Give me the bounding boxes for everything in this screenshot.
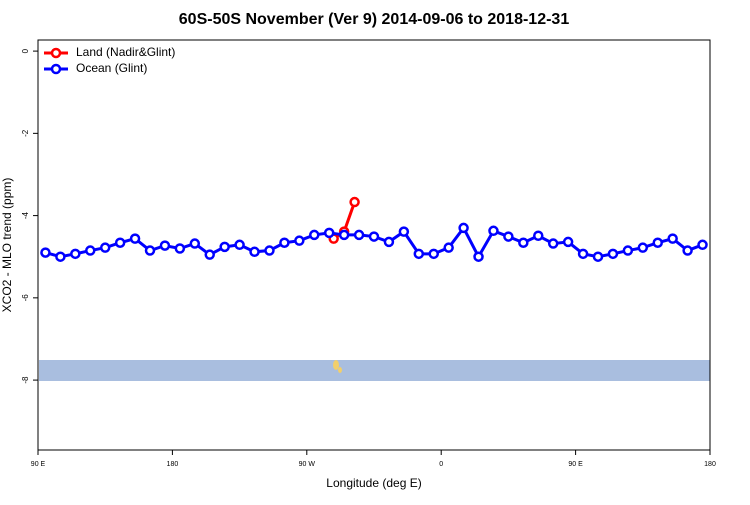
data-point <box>249 246 260 258</box>
y-tick-label: -2 <box>21 129 30 137</box>
data-point <box>607 248 619 260</box>
data-point <box>264 245 275 256</box>
data-point <box>443 242 454 253</box>
data-point <box>547 238 559 249</box>
x-tick-label: 0 <box>439 461 443 468</box>
data-point <box>144 245 156 256</box>
data-point <box>129 233 141 244</box>
data-point <box>338 229 350 241</box>
data-point <box>204 249 215 260</box>
data-point <box>652 237 663 248</box>
data-point <box>428 248 439 260</box>
data-point <box>368 231 380 242</box>
y-tick-label: 0 <box>21 48 30 53</box>
x-tick-label: 90 W <box>299 461 316 468</box>
data-point <box>294 235 305 246</box>
data-point <box>219 241 230 253</box>
legend-marker <box>50 47 62 59</box>
data-point <box>577 248 589 260</box>
land-patch <box>333 360 339 370</box>
map-strip <box>39 360 710 381</box>
chart-title: 60S-50S November (Ver 9) 2014-09-06 to 2… <box>179 11 570 28</box>
legend-label: Ocean (Glint) <box>76 61 147 75</box>
data-point <box>349 196 360 208</box>
y-tick-label: -8 <box>21 376 30 384</box>
data-point <box>503 231 514 242</box>
data-point <box>458 222 469 234</box>
y-tick-label: -6 <box>21 294 30 302</box>
y-tick-label: -4 <box>21 211 30 219</box>
legend-label: Land (Nadir&Glint) <box>76 45 175 59</box>
data-point <box>353 229 365 241</box>
data-point <box>189 238 201 249</box>
x-tick-label: 180 <box>167 461 179 468</box>
data-point <box>234 239 245 251</box>
data-point <box>622 245 634 256</box>
data-point <box>488 225 499 237</box>
x-tick-label: 180 <box>704 461 716 468</box>
data-point <box>99 242 111 253</box>
data-point <box>309 229 320 241</box>
land-patch <box>338 367 342 373</box>
data-point <box>279 237 290 248</box>
data-point <box>413 248 425 260</box>
data-point <box>40 247 51 258</box>
data-point <box>697 239 708 251</box>
x-tick-label: 90 E <box>568 461 583 468</box>
x-tick-label: 90 E <box>31 461 46 468</box>
data-point <box>473 251 484 262</box>
data-point <box>562 236 574 248</box>
data-point <box>323 227 335 239</box>
data-point <box>592 251 604 262</box>
data-point <box>518 237 529 248</box>
y-axis-label: XCO2 - MLO trend (ppm) <box>0 178 14 313</box>
data-point <box>114 237 126 248</box>
data-point <box>667 233 678 244</box>
data-point <box>159 240 171 251</box>
data-point <box>637 242 649 253</box>
data-point <box>70 248 81 260</box>
x-axis-label: Longitude (deg E) <box>326 476 421 490</box>
data-point <box>383 236 395 248</box>
plot-frame <box>37 39 711 451</box>
data-point <box>85 245 96 256</box>
legend-marker <box>50 63 62 75</box>
data-point <box>55 251 66 262</box>
data-point <box>174 243 186 254</box>
data-point <box>682 245 693 256</box>
data-point <box>398 226 410 237</box>
data-point <box>533 230 544 241</box>
